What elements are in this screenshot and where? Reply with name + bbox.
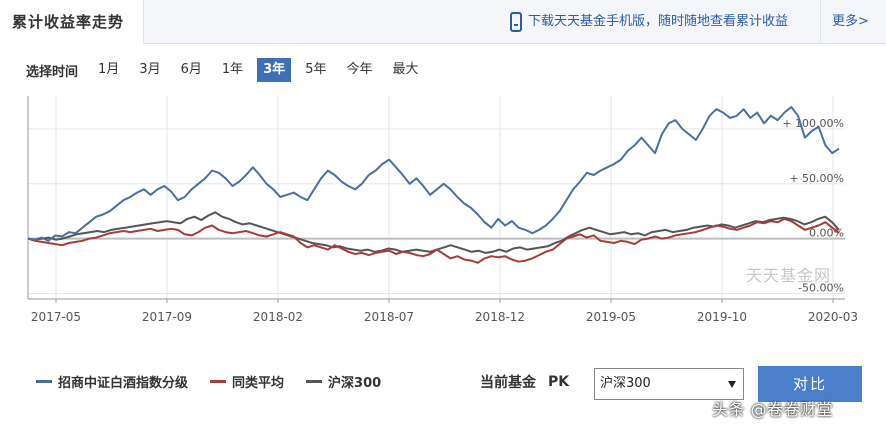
header-divider [820,0,821,44]
range-option-3y[interactable]: 3年 [257,58,292,82]
time-range-label: 选择时间 [26,64,79,80]
x-tick-label: 2018-07 [364,310,414,324]
compare-button[interactable]: 对比 [758,366,862,402]
legend-label-category-average: 同类平均 [232,376,285,391]
compare-target-value: 沪深300 [600,376,651,391]
tab-cumulative-return[interactable]: 累计收益率走势 [0,0,144,44]
range-option-5y[interactable]: 5年 [305,62,327,77]
current-fund-label: 当前基金 [480,375,536,391]
panel-header: 累计收益率走势 下载天天基金手机版，随时随地查看累计收益 更多> [0,0,886,44]
chart-legend: 招商中证白酒指数分级 同类平均 沪深300 [36,372,403,391]
range-option-ytd[interactable]: 今年 [346,62,373,77]
more-link[interactable]: 更多> [832,14,869,29]
range-option-1m[interactable]: 1月 [98,62,120,77]
legend-item-category-average[interactable]: 同类平均 [210,372,284,391]
time-range-selector: 选择时间 1月 3月 6月 1年 3年 5年 今年 最大 [26,58,433,82]
series-line [27,217,840,264]
range-option-1y[interactable]: 1年 [221,62,244,77]
download-app-text[interactable]: 下载天天基金手机版，随时随地查看累计收益 [528,14,789,29]
x-tick-label: 2019-05 [586,310,636,324]
x-tick-label: 2018-02 [253,310,303,324]
legend-label-fund: 招商中证白酒指数分级 [58,376,189,391]
download-app-link[interactable]: 下载天天基金手机版，随时随地查看累计收益 [510,0,788,44]
source-credit: 头条 @卷卷财堂 [712,400,834,419]
x-tick-label: 2017-09 [142,310,192,324]
pk-label: PK [548,374,570,390]
compare-target-select[interactable]: 沪深300 [594,368,744,400]
legend-label-csi300: 沪深300 [328,376,382,391]
x-tick-label: 2019-10 [697,310,747,324]
range-option-6m[interactable]: 6月 [180,62,202,77]
pk-section: 当前基金 PK [480,372,569,392]
legend-swatch-fund [36,380,52,383]
series-line [27,106,840,242]
legend-swatch-category-average [210,380,227,383]
x-tick-label: 2017-05 [31,310,81,324]
series-line [27,211,840,254]
range-option-max[interactable]: 最大 [392,62,419,77]
chart-watermark: 天天基金网 [746,266,832,285]
y-tick-label: + 100.00% [782,117,844,130]
y-tick-label: + 50.00% [789,172,844,185]
x-tick-label: 2018-12 [475,310,525,324]
x-tick-label: 2020-03 [808,310,858,324]
legend-item-fund[interactable]: 招商中证白酒指数分级 [36,372,188,391]
range-option-3m[interactable]: 3月 [139,62,161,77]
legend-swatch-csi300 [306,380,323,383]
y-tick-label: -50.00% [798,282,844,295]
phone-icon [510,12,522,32]
legend-item-csi300[interactable]: 沪深300 [306,372,381,391]
dropdown-arrow-icon [728,381,736,388]
return-chart: 2017-05 2017-09 2018-02 2018-07 2018-12 2019-… [27,96,858,324]
